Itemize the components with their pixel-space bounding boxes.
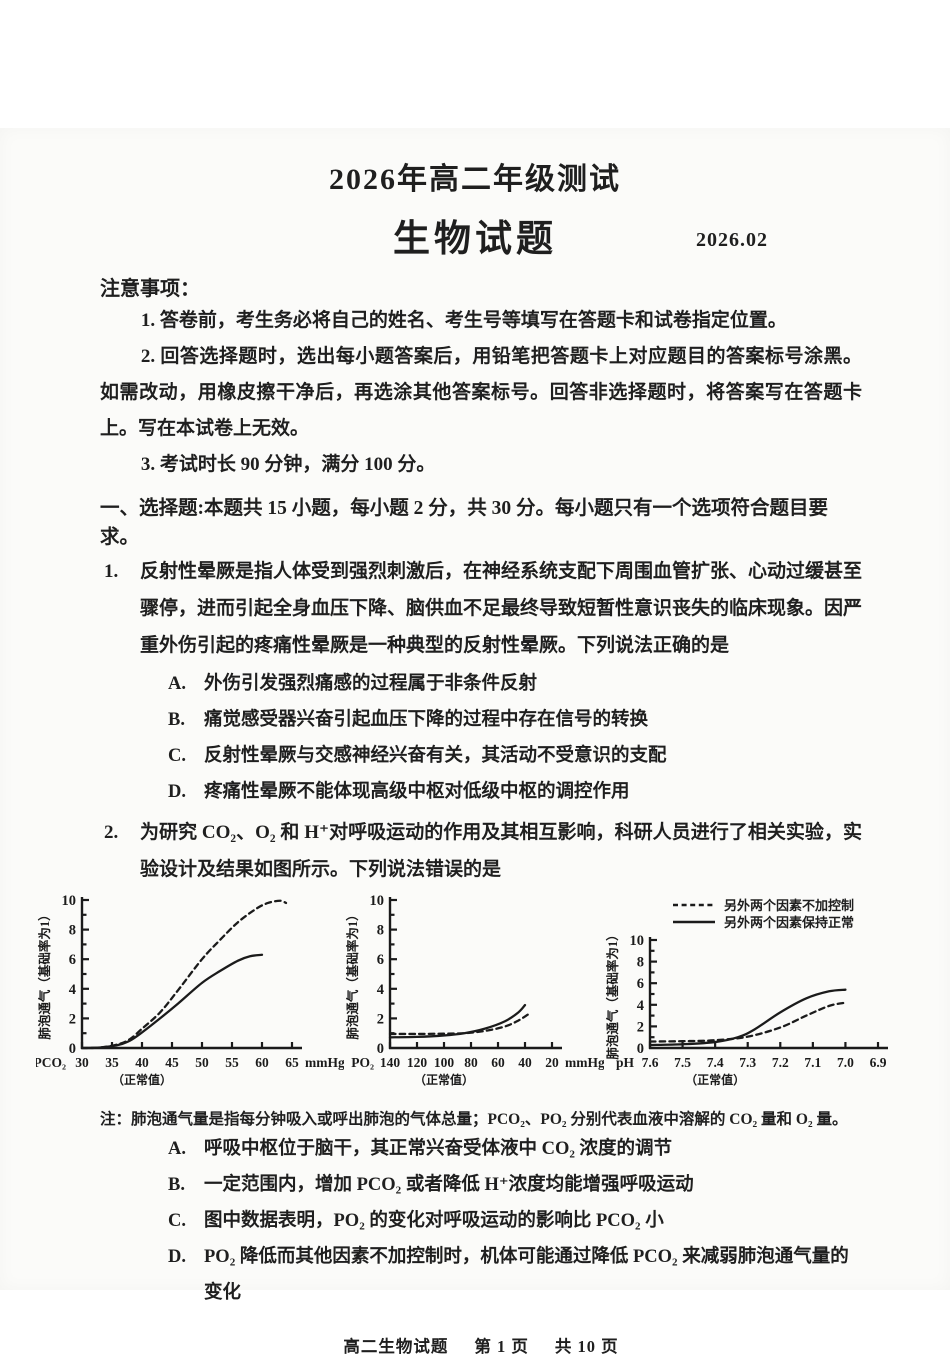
svg-text:4: 4 <box>637 998 644 1014</box>
svg-text:7.6: 7.6 <box>642 1055 659 1070</box>
figure-row: 0 2 4 6 8 10 30 35 40 45 50 55 60 65 PCO₂ mmHg （正常值） 肺泡通气… <box>33 892 950 1103</box>
svg-text:80: 80 <box>464 1055 478 1070</box>
svg-text:mmHg: mmHg <box>565 1055 604 1070</box>
option-b: B. 痛觉感受器兴奋引起血压下降的过程中存在信号的转换 <box>168 710 649 730</box>
svg-text:7.4: 7.4 <box>707 1055 724 1070</box>
notice-item: 3. 考试时长 90 分钟，满分 100 分。 <box>140 454 436 475</box>
solid-line-icon <box>673 920 715 923</box>
svg-text:2: 2 <box>637 1019 644 1035</box>
question-stem: 为研究 CO₂、O₂ 和 H⁺对呼吸运动的作用及其相互影响，科研人员进行了相关实… <box>140 822 862 880</box>
svg-text:pH: pH <box>616 1055 635 1070</box>
title-block: 2026年高二年级测试 生物试题 2026.02 <box>0 128 950 260</box>
svg-text:6: 6 <box>377 952 384 968</box>
chart-ph: 0 2 4 6 8 10 7.6 7.5 7.4 7.3 7.2 7.1 7.0 6.9 pH （正常值） 肺泡… <box>604 928 896 1103</box>
question-number: 1. <box>104 561 119 582</box>
option-d: D. 疼痛性晕厥不能体现高级中枢对低级中枢的调控作用 <box>168 782 630 802</box>
svg-text:0: 0 <box>377 1041 384 1057</box>
svg-text:4: 4 <box>377 982 384 998</box>
notice-heading: 注意事项： <box>100 278 200 300</box>
question-2: 2. 为研究 CO₂、O₂ 和 H⁺对呼吸运动的作用及其相互影响，科研人员进行了… <box>100 814 862 888</box>
figure-legend: 另外两个因素不加控制 另外两个因素保持正常 <box>672 896 896 930</box>
svg-text:40: 40 <box>518 1055 532 1070</box>
figure-note: 注：肺泡通气量是指每分钟吸入或呼出肺泡的气体总量；PCO₂、PO₂ 分别代表血液… <box>100 1111 848 1128</box>
svg-text:7.2: 7.2 <box>772 1055 789 1070</box>
svg-text:2: 2 <box>69 1011 76 1027</box>
svg-text:肺泡通气（基础率为1）: 肺泡通气（基础率为1） <box>345 908 360 1039</box>
svg-text:PCO₂: PCO₂ <box>36 1055 66 1070</box>
svg-text:8: 8 <box>377 923 384 939</box>
chart-po2: 0 2 4 6 8 10 140 120 100 80 60 40 20 PO₂ mmHg （正常值） 肺泡通气… <box>344 892 605 1103</box>
legend-item-dashed: 另外两个因素不加控制 <box>672 896 896 913</box>
svg-text:100: 100 <box>434 1055 455 1070</box>
svg-text:6: 6 <box>69 952 76 968</box>
svg-text:肺泡通气（基础率为1）: 肺泡通气（基础率为1） <box>37 908 52 1039</box>
svg-text:2: 2 <box>377 1011 384 1027</box>
svg-text:7.3: 7.3 <box>739 1055 756 1070</box>
subject-title: 生物试题 <box>393 219 557 260</box>
svg-text:mmHg: mmHg <box>305 1055 344 1070</box>
svg-text:6: 6 <box>637 976 644 992</box>
svg-text:7.0: 7.0 <box>837 1055 854 1070</box>
svg-text:50: 50 <box>195 1055 209 1070</box>
notice-item: 2. 回答选择题时，选出每小题答案后，用铅笔把答题卡上对应题目的答案标号涂黑。如… <box>100 346 862 439</box>
svg-text:（正常值）: （正常值） <box>685 1072 745 1087</box>
svg-text:8: 8 <box>637 955 644 971</box>
exam-date: 2026.02 <box>696 229 768 251</box>
svg-text:65: 65 <box>285 1055 299 1070</box>
svg-text:120: 120 <box>407 1055 428 1070</box>
svg-text:0: 0 <box>637 1041 644 1057</box>
section-heading: 一、选择题:本题共 15 小题，每小题 2 分，共 30 分。每小题只有一个选项… <box>100 498 828 548</box>
svg-text:（正常值）: （正常值） <box>414 1072 474 1087</box>
question-number: 2. <box>104 822 119 843</box>
svg-text:肺泡通气（基础率为1）: 肺泡通气（基础率为1） <box>605 932 620 1060</box>
svg-text:45: 45 <box>165 1055 179 1070</box>
svg-text:60: 60 <box>491 1055 505 1070</box>
scanned-exam-page: 2026年高二年级测试 生物试题 2026.02 注意事项： 1. 答卷前，考生… <box>0 128 950 1356</box>
svg-text:8: 8 <box>69 923 76 939</box>
options-list: A. 外伤引发强烈痛感的过程属于非条件反射 B. 痛觉感受器兴奋引起血压下降的过… <box>168 666 862 810</box>
svg-text:7.5: 7.5 <box>674 1055 691 1070</box>
notice-section: 注意事项： 1. 答卷前，考生务必将自己的姓名、考生号等填写在答题卡和试卷指定位… <box>100 272 862 483</box>
option-a: A. 呼吸中枢位于脑干，其正常兴奋受体液中 CO₂ 浓度的调节 <box>168 1139 673 1159</box>
dashed-line-icon <box>673 903 715 906</box>
svg-text:140: 140 <box>380 1055 401 1070</box>
svg-text:10: 10 <box>370 893 385 909</box>
svg-text:60: 60 <box>255 1055 269 1070</box>
footer-page-number: 第 1 页 <box>474 1337 529 1356</box>
svg-text:55: 55 <box>225 1055 239 1070</box>
footer-doc-title: 高二生物试题 <box>343 1337 449 1356</box>
svg-text:40: 40 <box>135 1055 149 1070</box>
exam-title: 2026年高二年级测试 <box>329 163 621 196</box>
svg-text:10: 10 <box>62 893 77 909</box>
question-stem: 反射性晕厥是指人体受到强烈刺激后，在神经系统支配下周围血管扩张、心动过缓甚至骤停… <box>140 561 863 656</box>
svg-text:6.9: 6.9 <box>870 1055 887 1070</box>
svg-text:PO₂: PO₂ <box>351 1055 374 1070</box>
svg-text:35: 35 <box>105 1055 119 1070</box>
svg-text:7.1: 7.1 <box>804 1055 821 1070</box>
svg-text:10: 10 <box>630 933 645 949</box>
option-a: A. 外伤引发强烈痛感的过程属于非条件反射 <box>168 674 538 694</box>
chart-pco2: 0 2 4 6 8 10 30 35 40 45 50 55 60 65 PCO₂ mmHg （正常值） 肺泡通气… <box>33 892 345 1103</box>
question-1: 1. 反射性晕厥是指人体受到强烈刺激后，在神经系统支配下周围血管扩张、心动过缓甚… <box>100 553 862 810</box>
svg-text:20: 20 <box>545 1055 559 1070</box>
svg-text:0: 0 <box>69 1041 76 1057</box>
option-d: D. PO₂ 降低而其他因素不加控制时，机体可能通过降低 PCO₂ 来减弱肺泡通… <box>168 1247 849 1303</box>
option-b: B. 一定范围内，增加 PCO₂ 或者降低 H⁺浓度均能增强呼吸运动 <box>168 1175 694 1195</box>
svg-text:（正常值）: （正常值） <box>112 1072 172 1087</box>
option-c: C. 反射性晕厥与交感神经兴奋有关，其活动不受意识的支配 <box>168 746 667 766</box>
page-footer: 高二生物试题 第 1 页 共 10 页 <box>100 1333 862 1357</box>
svg-text:4: 4 <box>69 982 76 998</box>
legend-item-solid: 另外两个因素保持正常 <box>672 913 896 930</box>
option-c: C. 图中数据表明，PO₂ 的变化对呼吸运动的影响比 PCO₂ 小 <box>168 1211 664 1231</box>
svg-text:30: 30 <box>75 1055 89 1070</box>
chart-ph-group: 另外两个因素不加控制 另外两个因素保持正常 0 2 4 6 8 10 7.6 7.5 7.4 7.… <box>604 896 896 1103</box>
footer-total-pages: 共 10 页 <box>554 1337 619 1356</box>
notice-item: 1. 答卷前，考生务必将自己的姓名、考生号等填写在答题卡和试卷指定位置。 <box>140 310 787 331</box>
options-list: A. 呼吸中枢位于脑干，其正常兴奋受体液中 CO₂ 浓度的调节 B. 一定范围内… <box>168 1131 862 1311</box>
